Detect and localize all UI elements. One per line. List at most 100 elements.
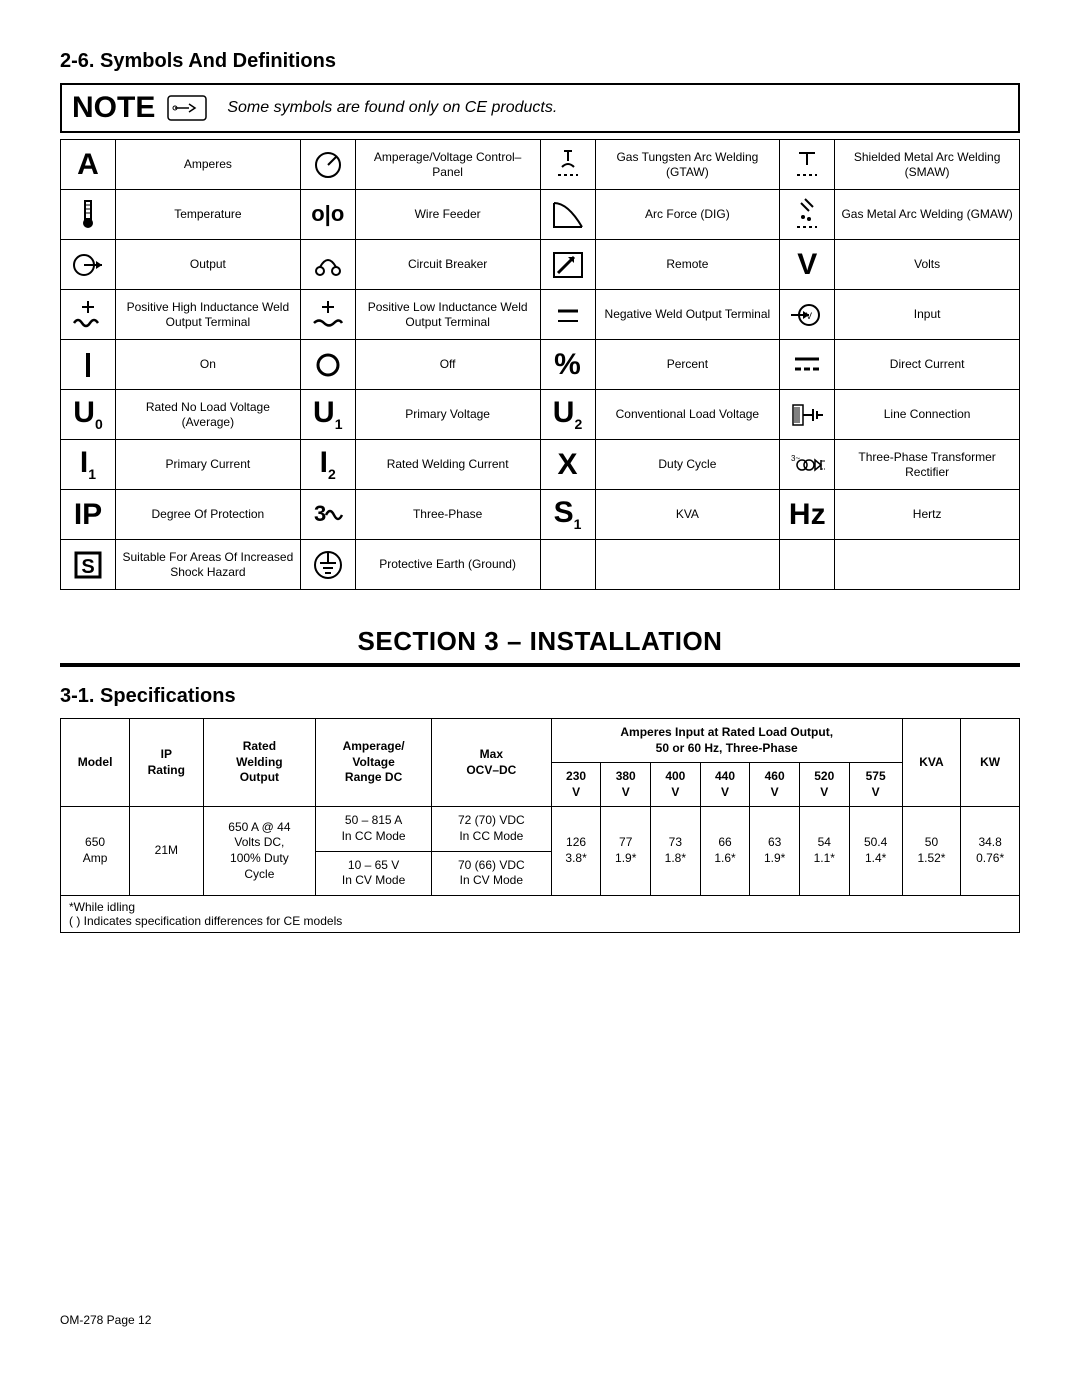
th-ip: IPRating — [130, 719, 203, 807]
symbol-desc-7: Gas Metal Arc Welding (GMAW) — [835, 190, 1020, 240]
th-520: 520V — [799, 763, 849, 807]
symbol-desc-12: Positive High Inductance Weld Output Ter… — [116, 290, 301, 340]
symbol-desc-4: Temperature — [116, 190, 301, 240]
svg-text:S: S — [81, 556, 94, 578]
note-box: NOTE Some symbols are found only on CE p… — [60, 83, 1020, 133]
symbol-desc-31: Hertz — [835, 490, 1020, 540]
symbol-icon-25: I2 — [300, 440, 355, 490]
symbol-desc-14: Negative Weld Output Terminal — [595, 290, 780, 340]
th-575: 575V — [849, 763, 902, 807]
note-text: Some symbols are found only on CE produc… — [227, 99, 557, 117]
symbols-table: AAmperes Amperage/Voltage Control–Panel Ga… — [60, 139, 1020, 590]
th-rated: RatedWeldingOutput — [203, 719, 316, 807]
symbol-desc-0: Amperes — [116, 140, 301, 190]
symbol-desc-24: Primary Current — [116, 440, 301, 490]
cell-400: 731.8* — [651, 807, 701, 895]
cell-model: 650Amp — [61, 807, 130, 895]
th-400: 400V — [651, 763, 701, 807]
symbol-desc-9: Circuit Breaker — [355, 240, 540, 290]
symbol-icon-28: IP — [61, 490, 116, 540]
symbol-desc-34 — [595, 540, 780, 590]
cell-range2: 10 – 65 VIn CV Mode — [316, 851, 432, 895]
symbol-desc-30: KVA — [595, 490, 780, 540]
symbol-desc-11: Volts — [835, 240, 1020, 290]
cell-ocv1: 72 (70) VDCIn CC Mode — [431, 807, 551, 851]
symbol-desc-20: Rated No Load Voltage (Average) — [116, 390, 301, 440]
cell-kw: 34.80.76* — [961, 807, 1020, 895]
symbol-icon-23 — [780, 390, 835, 440]
specs-footnote: *While idling ( ) Indicates specificatio… — [60, 896, 1020, 933]
symbol-desc-15: Input — [835, 290, 1020, 340]
symbol-desc-16: On — [116, 340, 301, 390]
cell-575: 50.41.4* — [849, 807, 902, 895]
th-ocv: MaxOCV–DC — [431, 719, 551, 807]
symbol-desc-21: Primary Voltage — [355, 390, 540, 440]
symbol-desc-35 — [835, 540, 1020, 590]
specs-table: Model IPRating RatedWeldingOutput Ampera… — [60, 718, 1020, 896]
symbol-icon-10 — [540, 240, 595, 290]
symbol-desc-1: Amperage/Voltage Control–Panel — [355, 140, 540, 190]
symbol-desc-25: Rated Welding Current — [355, 440, 540, 490]
symbol-icon-2 — [540, 140, 595, 190]
symbol-icon-18: % — [540, 340, 595, 390]
cell-380: 771.9* — [601, 807, 651, 895]
pointing-hand-icon — [167, 95, 207, 121]
cell-rated: 650 A @ 44Volts DC,100% DutyCycle — [203, 807, 316, 895]
symbol-icon-16 — [61, 340, 116, 390]
symbol-desc-2: Gas Tungsten Arc Welding (GTAW) — [595, 140, 780, 190]
symbol-desc-33: Protective Earth (Ground) — [355, 540, 540, 590]
cell-range1: 50 – 815 AIn CC Mode — [316, 807, 432, 851]
symbol-icon-15: V — [780, 290, 835, 340]
symbol-desc-26: Duty Cycle — [595, 440, 780, 490]
symbol-icon-32: S — [61, 540, 116, 590]
symbol-icon-35 — [780, 540, 835, 590]
symbol-icon-9 — [300, 240, 355, 290]
heading-symbols: 2-6. Symbols And Definitions — [60, 50, 1020, 73]
symbol-icon-7 — [780, 190, 835, 240]
symbol-desc-3: Shielded Metal Arc Welding (SMAW) — [835, 140, 1020, 190]
symbol-icon-11: V — [780, 240, 835, 290]
symbol-desc-19: Direct Current — [835, 340, 1020, 390]
symbol-icon-30: S1 — [540, 490, 595, 540]
symbol-desc-13: Positive Low Inductance Weld Output Term… — [355, 290, 540, 340]
symbol-desc-8: Output — [116, 240, 301, 290]
symbol-icon-31: Hz — [780, 490, 835, 540]
symbol-icon-4 — [61, 190, 116, 240]
th-460: 460V — [750, 763, 800, 807]
symbol-icon-33 — [300, 540, 355, 590]
cell-520: 541.1* — [799, 807, 849, 895]
symbol-icon-8 — [61, 240, 116, 290]
th-kva: KVA — [902, 719, 961, 807]
th-model: Model — [61, 719, 130, 807]
symbol-desc-17: Off — [355, 340, 540, 390]
heading-specs: 3-1. Specifications — [60, 685, 1020, 708]
svg-text:3: 3 — [314, 501, 326, 526]
symbol-desc-29: Three-Phase — [355, 490, 540, 540]
svg-text:V: V — [806, 311, 812, 321]
note-idling: *While idling — [69, 900, 135, 914]
cell-ocv2: 70 (66) VDCIn CV Mode — [431, 851, 551, 895]
cell-kva: 501.52* — [902, 807, 961, 895]
symbol-desc-27: Three-Phase Transformer Rectifier — [835, 440, 1020, 490]
th-range: Amperage/VoltageRange DC — [316, 719, 432, 807]
symbol-desc-10: Remote — [595, 240, 780, 290]
th-kw: KW — [961, 719, 1020, 807]
symbol-desc-18: Percent — [595, 340, 780, 390]
symbol-icon-21: U1 — [300, 390, 355, 440]
symbol-desc-32: Suitable For Areas Of Increased Shock Ha… — [116, 540, 301, 590]
symbol-icon-12 — [61, 290, 116, 340]
symbol-icon-27: 3~ — [780, 440, 835, 490]
symbol-icon-34 — [540, 540, 595, 590]
symbol-desc-5: Wire Feeder — [355, 190, 540, 240]
section-title: SECTION 3 – INSTALLATION — [60, 620, 1020, 667]
note-label: NOTE — [72, 91, 155, 125]
symbol-icon-22: U2 — [540, 390, 595, 440]
symbol-desc-23: Line Connection — [835, 390, 1020, 440]
th-380: 380V — [601, 763, 651, 807]
symbol-icon-0: A — [61, 140, 116, 190]
symbol-icon-6 — [540, 190, 595, 240]
symbol-icon-29: 3 — [300, 490, 355, 540]
symbol-icon-1 — [300, 140, 355, 190]
symbol-icon-20: U0 — [61, 390, 116, 440]
th-440: 440V — [700, 763, 750, 807]
